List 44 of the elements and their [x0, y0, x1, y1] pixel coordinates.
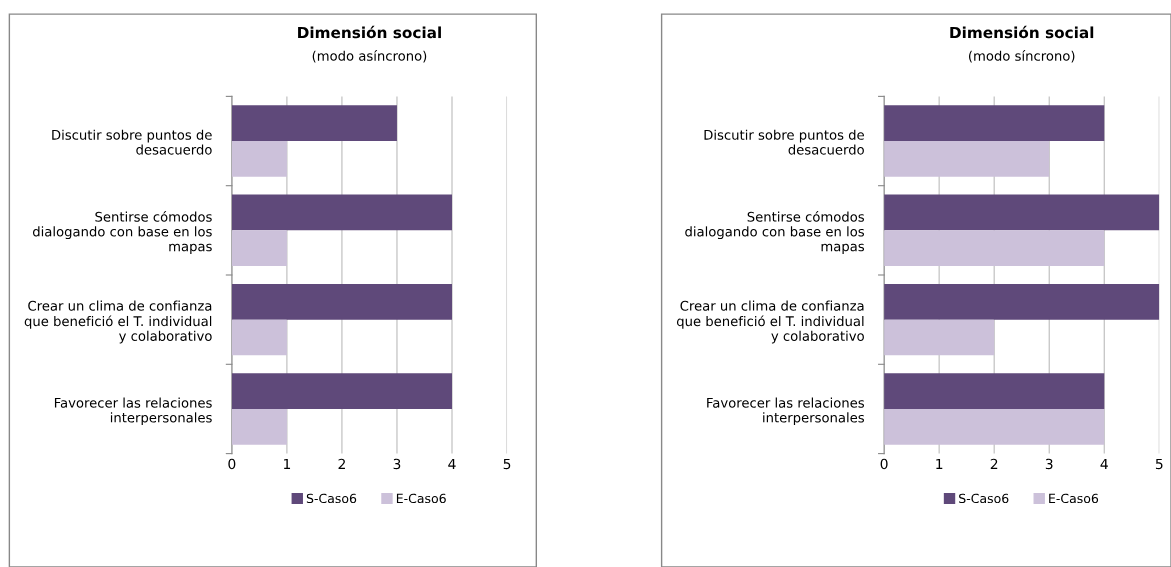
x-tick-label: 5 — [1155, 458, 1163, 470]
bar — [884, 141, 1050, 177]
bar — [884, 283, 1160, 320]
bar — [231, 141, 287, 177]
y-tick-label: Crear un clima de confianza que benefició el T. individual y colaborativo — [24, 300, 212, 344]
y-tick-label: Favorecer las relaciones interpersonales — [707, 397, 865, 426]
legend-label: S-Caso6 — [959, 493, 1009, 504]
bar — [231, 194, 453, 231]
x-tick-label: 0 — [228, 458, 236, 470]
x-tick-label: 2 — [338, 458, 345, 470]
y-tick-label: Favorecer las relaciones interpersonales — [54, 397, 212, 426]
bar — [231, 230, 287, 267]
bar — [884, 194, 1160, 231]
legend-label: S-Caso6 — [306, 493, 357, 504]
bar — [884, 408, 1105, 445]
y-tick-label: Discutir sobre puntos de desacuerdo — [52, 129, 212, 155]
bar — [231, 283, 453, 320]
bar — [231, 373, 453, 409]
x-tick-label: 4 — [1100, 458, 1108, 470]
bar — [884, 230, 1105, 267]
chart-title: Dimensión social — [298, 25, 441, 39]
chart-subtitle: (modo asíncrono) — [312, 50, 427, 63]
bar — [884, 105, 1105, 142]
y-tick-label: Crear un clima de confianza que benefició el T. individual y colaborativo — [676, 300, 864, 344]
x-tick-label: 5 — [503, 458, 511, 470]
x-tick-label: 1 — [284, 458, 291, 470]
y-tick-label: Sentirse cómodos dialogando con base en los mapas — [685, 211, 865, 254]
chart-subtitle: (modo síncrono) — [969, 50, 1075, 63]
bar — [231, 408, 287, 445]
bar — [884, 319, 995, 356]
bar — [884, 373, 1105, 409]
y-tick-label: Sentirse cómodos dialogando con base en los mapas — [32, 211, 212, 254]
x-tick-label: 1 — [936, 458, 943, 470]
x-tick-label: 3 — [1045, 458, 1053, 470]
legend-label: E-Caso6 — [1049, 493, 1099, 504]
chart-title: Dimensión social — [950, 25, 1094, 39]
bar — [231, 319, 287, 356]
x-tick-label: 0 — [880, 458, 888, 470]
x-tick-label: 4 — [448, 458, 456, 470]
x-tick-label: 3 — [393, 458, 401, 470]
legend-label: E-Caso6 — [396, 493, 446, 504]
x-tick-label: 2 — [990, 458, 998, 470]
bar — [231, 105, 397, 142]
y-tick-label: Discutir sobre puntos de desacuerdo — [704, 129, 864, 155]
